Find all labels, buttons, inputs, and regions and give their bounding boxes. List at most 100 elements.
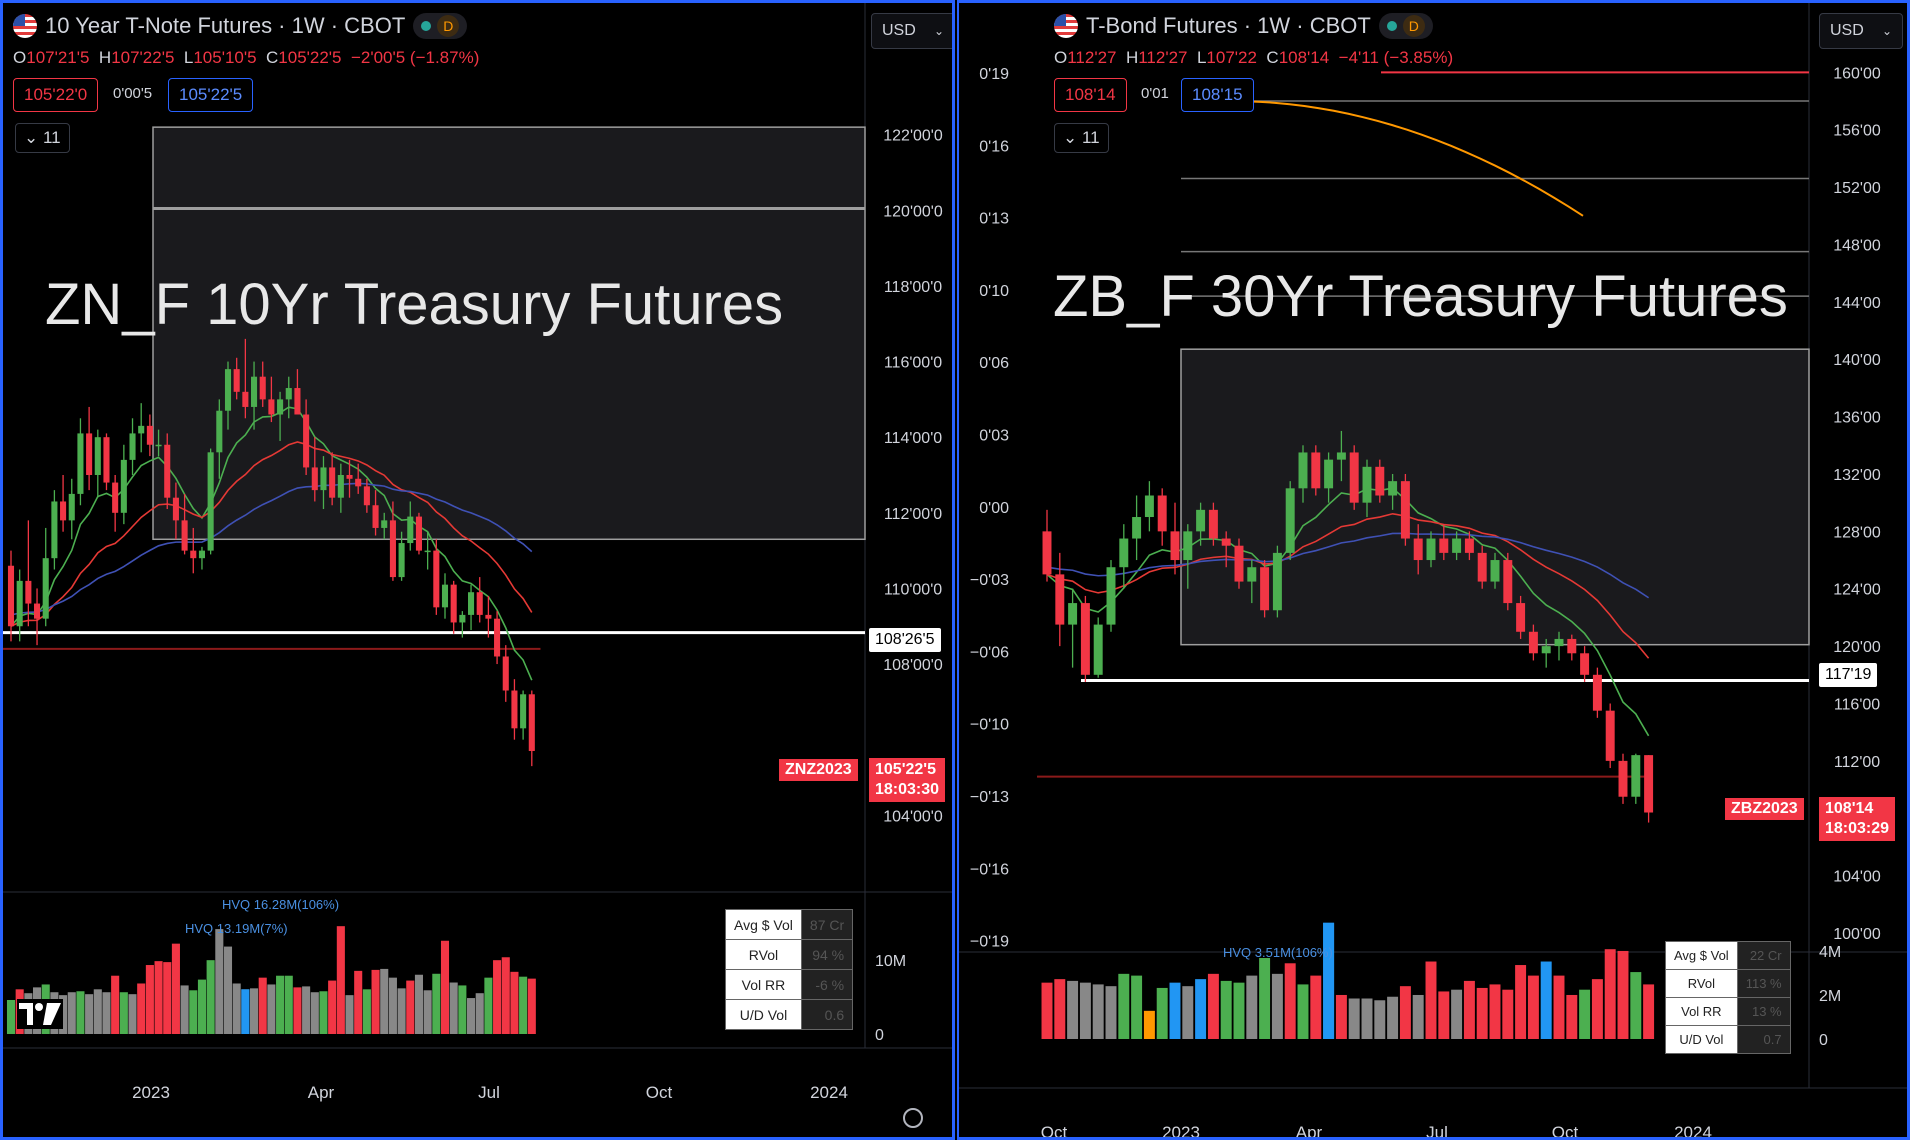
right-candle-body — [1272, 552, 1282, 611]
right-chart-canvas[interactable]: 160'00 156'00 152'00 148'00 144'00 140'00 136'… — [959, 3, 1910, 1140]
stat-value: -6 % — [800, 969, 854, 1000]
left-volume-bar — [371, 969, 380, 1034]
left-candle-body — [51, 501, 58, 559]
settings-gear-icon[interactable] — [903, 1108, 923, 1128]
right-candle-body — [1234, 545, 1244, 582]
right-price-tick: 120'00 — [1833, 639, 1881, 656]
left-time-tick: 2023 — [132, 1083, 170, 1102]
right-candle-body — [1298, 452, 1308, 489]
right-price-tick: 136'00 — [1833, 410, 1881, 427]
left-indicators-toggle[interactable]: ⌄ 11 — [15, 123, 70, 153]
right-buy-button[interactable]: 108'15 — [1181, 78, 1254, 112]
stat-label: U/D Vol — [1665, 1025, 1738, 1054]
left-time-tick: Apr — [308, 1083, 335, 1102]
right-price-tick: 124'00 — [1833, 582, 1881, 599]
right-indicators-toggle[interactable]: ⌄ 11 — [1054, 123, 1109, 153]
right-percent-tick: 0'19 — [979, 66, 1009, 83]
left-volume-bar — [206, 960, 215, 1034]
right-percent-tick: 0'00 — [979, 500, 1009, 517]
right-percent-tick: 0'03 — [979, 428, 1009, 445]
stat-label: Vol RR — [725, 969, 802, 1000]
left-candle-body — [520, 694, 527, 729]
left-hvq-label-2: HVQ 13.19M(7%) — [185, 921, 288, 936]
left-symbol-header[interactable]: 10 Year T-Note Futures · 1W · CBOT D — [13, 13, 468, 39]
left-candle-body — [34, 603, 41, 619]
left-candle-body — [103, 437, 110, 483]
right-candle-body — [1490, 560, 1500, 582]
left-candle-body — [7, 565, 15, 627]
left-volume-bar — [6, 1000, 16, 1034]
right-candle-body — [1157, 495, 1167, 532]
left-ohlc-readout: O107'21'5 H107'22'5 L105'10'5 C105'22'5 … — [13, 48, 480, 67]
left-candle-body — [528, 694, 535, 752]
left-volume-bar — [67, 992, 76, 1034]
right-volume-bar — [1041, 982, 1053, 1039]
right-candle-body — [1426, 538, 1436, 561]
right-candle-body — [1503, 560, 1513, 604]
left-currency-select[interactable]: USD ⌄ — [871, 13, 952, 49]
left-chart-pane[interactable]: 122'00'0 120'00'0 118'00'0 116'00'0 114'00'0… — [0, 0, 955, 1140]
left-volume-bar — [180, 985, 189, 1034]
right-percent-tick: −0'16 — [970, 861, 1009, 878]
left-price-tick: 120'00'0 — [883, 203, 943, 220]
chevron-down-icon: ⌄ — [933, 24, 944, 38]
right-candle-body — [1554, 638, 1564, 647]
right-candle-body — [1567, 638, 1577, 654]
right-candle-body — [1528, 631, 1538, 654]
right-status-pill[interactable]: D — [1378, 13, 1433, 39]
right-candle-body — [1388, 481, 1398, 496]
right-symbol-header[interactable]: T-Bond Futures · 1W · CBOT D — [1054, 13, 1433, 39]
left-countdown: 18:03:30 — [875, 781, 940, 798]
left-symbol-title[interactable]: 10 Year T-Note Futures · 1W · CBOT — [45, 13, 406, 38]
left-volume-bar — [388, 977, 397, 1034]
right-volume-bar — [1591, 979, 1603, 1039]
right-candle-body — [1068, 603, 1078, 625]
left-status-pill[interactable]: D — [413, 13, 468, 39]
right-candle-body — [1042, 531, 1052, 575]
tradingview-logo-icon[interactable] — [17, 999, 63, 1029]
right-volume-bar — [1361, 998, 1373, 1039]
left-chart-canvas[interactable]: 122'00'0 120'00'0 118'00'0 116'00'0 114'00'0… — [3, 3, 955, 1140]
right-volume-bar — [1105, 986, 1117, 1039]
right-percent-tick: −0'19 — [970, 934, 1009, 951]
right-volume-bar — [1246, 975, 1258, 1039]
left-hvq-label-1: HVQ 16.28M(106%) — [222, 897, 340, 912]
left-candle-body — [381, 520, 388, 528]
left-volume-bar — [493, 960, 502, 1034]
right-candle-body — [1452, 538, 1462, 553]
right-percent-tick: 0'16 — [979, 138, 1009, 155]
right-stats-table: Avg $ Vol 22 Cr RVol 113 % Vol RR 13 % U/D … — [1665, 941, 1791, 1054]
right-candle-body — [1580, 653, 1590, 675]
right-currency-select[interactable]: USD ⌄ — [1819, 13, 1903, 49]
right-sell-button[interactable]: 108'14 — [1054, 78, 1127, 112]
right-volume-bar — [1630, 972, 1642, 1039]
left-last-price: 105'22'5 — [875, 761, 936, 778]
right-level-label: 117'19 — [1819, 663, 1878, 687]
left-volume-bar — [119, 992, 128, 1034]
right-time-tick: Apr — [1296, 1123, 1323, 1140]
right-symbol-title[interactable]: T-Bond Futures · 1W · CBOT — [1086, 13, 1371, 38]
right-candle-body — [1644, 755, 1654, 813]
right-volume-bar — [1604, 949, 1616, 1039]
left-candle-body — [224, 369, 232, 411]
left-volume-bar — [354, 970, 363, 1034]
delayed-data-icon: D — [437, 15, 460, 37]
left-candle-body — [320, 467, 327, 491]
right-volume-bar — [1335, 994, 1347, 1039]
left-candle-body — [60, 501, 67, 521]
right-candle-body — [1516, 603, 1526, 632]
right-volume-bar — [1515, 965, 1527, 1039]
left-supply-zone — [152, 126, 866, 541]
right-candle-body — [1144, 495, 1154, 518]
left-candle-body — [476, 592, 483, 615]
left-candle-body — [198, 550, 205, 559]
right-price-tick: 144'00 — [1833, 295, 1881, 312]
left-buy-button[interactable]: 105'22'5 — [168, 78, 254, 112]
right-percent-tick: −0'10 — [970, 717, 1009, 734]
left-sell-button[interactable]: 105'22'0 — [13, 78, 99, 112]
right-volume-bar — [1220, 980, 1232, 1039]
stat-value: 87 Cr — [800, 909, 854, 940]
right-chart-pane[interactable]: 160'00 156'00 152'00 148'00 144'00 140'00 136'… — [957, 0, 1910, 1140]
right-candle-body — [1324, 459, 1334, 489]
left-volume-tick: 10M — [875, 953, 906, 970]
